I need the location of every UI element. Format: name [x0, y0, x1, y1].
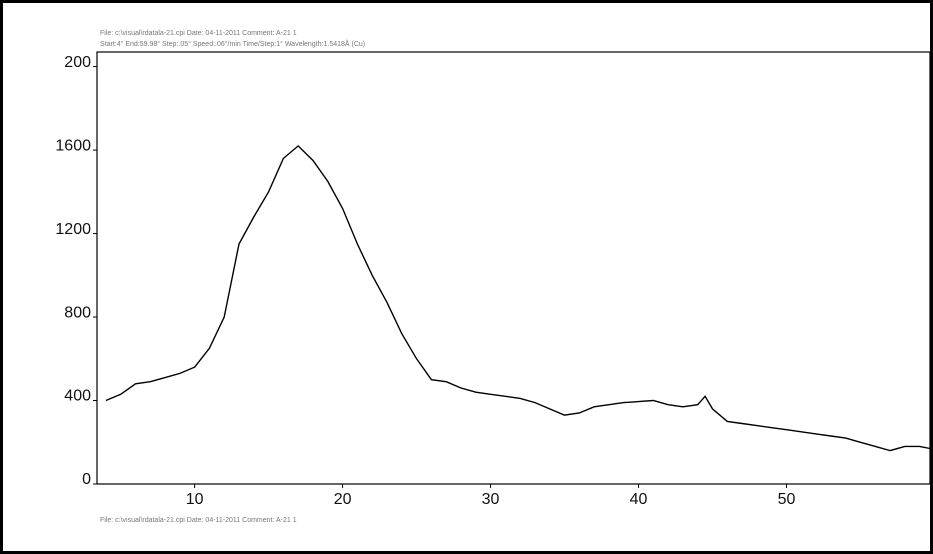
x-tick-label: 50: [778, 491, 796, 508]
data-line: [105, 144, 931, 452]
x-tick-label: 20: [334, 491, 352, 508]
y-tick-label: 0: [82, 471, 91, 488]
y-tick-label: 800: [64, 304, 91, 321]
x-tick-label: 40: [630, 491, 648, 508]
plot-area: [96, 51, 931, 485]
y-tick-label: 400: [64, 388, 91, 405]
header-line: Start:4° End:59.98° Step:.05° Speed:.06°…: [100, 39, 365, 48]
footer-line: File: c:\visual\rdatala-21.cpi Date: 04-…: [100, 517, 297, 524]
y-tick-label: 1600: [55, 137, 91, 154]
header-line: File: c:\visual\rdatala-21.cpi Date: 04-…: [100, 30, 297, 37]
x-tick-label: 10: [186, 491, 204, 508]
y-tick-label: 200: [64, 54, 91, 71]
x-tick-label: 30: [482, 491, 500, 508]
y-tick-label: 1200: [55, 221, 91, 238]
